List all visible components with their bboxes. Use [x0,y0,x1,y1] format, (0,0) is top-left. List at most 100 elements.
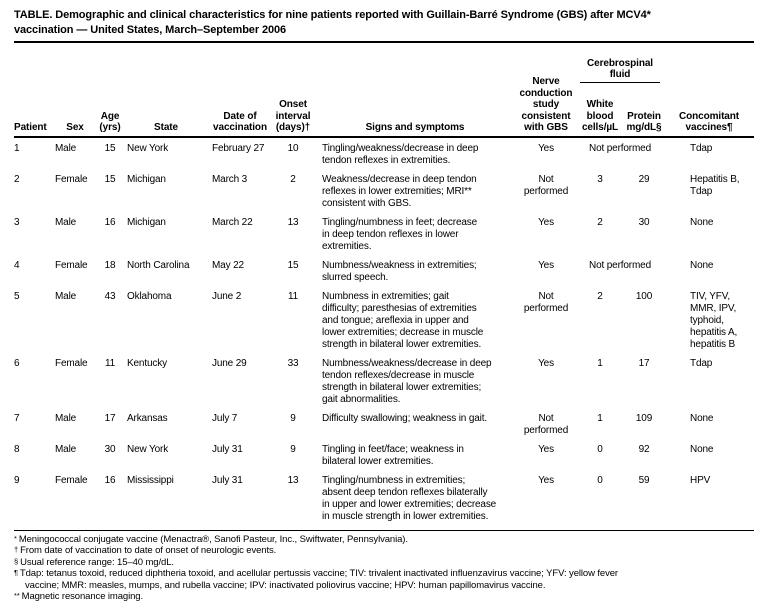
table-cell: Tingling in feet/face; weakness in bilat… [322,443,464,467]
table-cell: 43 [104,290,116,302]
table-cell: 11 [104,357,116,369]
col-header-vaccination-date: Date of vaccination [213,110,267,134]
footnote-text: From date of vaccination to date of onse… [20,545,277,556]
col-header-signs-symptoms: Signs and symptoms [365,122,465,133]
table-cell: June 29 [212,357,247,369]
table-cell: Yes [538,216,554,228]
table-cell: February 27 [212,142,265,154]
table-cell: Yes [538,474,554,486]
header-row-sub: White blood cells/µL Protein mg/dL§ [14,96,754,137]
table-cell: 13 [287,216,299,228]
footnote: † From date of vaccination to date of on… [14,545,754,557]
col-header-onset-interval: Onset interval (days)† [275,99,311,133]
table-cell: Oklahoma [127,290,172,302]
table-cell: 17 [638,357,650,369]
table-cell: 16 [104,216,116,228]
table-cell: 18 [104,259,116,271]
table-row: 5 Male 43 Oklahoma June 2 11 Numbness in extre… [14,291,754,358]
table-cell: 0 [597,443,603,455]
table-cell: July 31 [212,474,243,486]
table-cell: Male [55,216,77,228]
table-row: 7 Male 17 Arkansas July 7 9 Difficulty swallow… [14,413,754,444]
table-cell: 9 [290,443,296,455]
table-cell: TIV, YFV, MMR, IPV, typhoid, hepatitis A… [690,290,738,350]
header-row-top: Patient Sex Age (yrs) State Date of vacc… [14,43,754,134]
table-cell: 13 [287,474,299,486]
table-cell: 59 [638,474,650,486]
table-cell: 92 [638,443,650,455]
table-cell: None [690,216,714,228]
table-header: Patient Sex Age (yrs) State Date of vacc… [14,43,755,137]
table-cell: New York [127,142,169,154]
table-cell: Female [55,173,88,185]
table-cell: 109 [635,412,653,424]
table-cell: 6 [14,357,20,369]
table-row: 4 Female 18 North Carolina May 22 15 Numbness/… [14,260,754,291]
table-cell: Michigan [127,216,166,228]
table-cell: Tingling/weakness/decrease in deep tendo… [322,142,479,166]
table-cell: 3 [14,216,20,228]
col-header-wbc: White blood cells/µL [581,99,619,133]
table-cell: March 3 [212,173,248,185]
footnote: § Usual reference range: 15–40 mg/dL. [14,557,754,569]
footnote-marker: † [14,545,21,554]
table-cell: Numbness in extremities; gait difficulty… [322,290,484,350]
table-cell: Not performed [523,290,569,314]
table-cell: 33 [287,357,299,369]
table-cell: Arkansas [127,412,168,424]
table-cell: 15 [104,173,116,185]
table-cell: Tingling/numbness in extremities; absent… [322,474,497,522]
table-cell: Tdap [690,142,713,154]
table-cell: Yes [538,443,554,455]
table-cell: Difficulty swallowing; weakness in gait. [322,412,488,424]
table-cell: Numbness/weakness/decrease in deep tendo… [322,357,492,405]
table-row: 2 Female 15 Michigan March 3 2 Weakness/decrea… [14,174,754,217]
table-cell: Not performed [589,259,651,271]
table-body: 1 Male 15 New York February 27 10 Tingling/wea… [14,137,754,531]
table-cell: Tdap [690,357,713,369]
table-cell: 1 [597,357,603,369]
table-cell: 30 [638,216,650,228]
csf-group-label: Cerebrospinal fluid [580,58,661,83]
footnote-text: Tdap: tetanus toxoid, reduced diphtheria… [19,568,618,591]
table-cell: July 31 [212,443,243,455]
footnote-text: Usual reference range: 15–40 mg/dL. [20,556,174,568]
table-cell: July 7 [212,412,238,424]
table-cell: 3 [597,173,603,185]
table-cell: Not performed [523,173,569,197]
table-cell: Michigan [127,173,166,185]
table-cell: 15 [287,259,299,271]
table-cell: 17 [104,412,116,424]
table-cell: 10 [287,142,299,154]
col-header-sex: Sex [66,122,84,133]
table-cell: North Carolina [127,259,190,271]
table-cell: March 22 [212,216,253,228]
table-cell: 11 [287,290,299,302]
table-cell: 2 [597,216,603,228]
table-cell: 4 [14,259,20,271]
table-cell: 8 [14,443,20,455]
table-row: 6 Female 11 Kentucky June 29 33 Numbness/weakn… [14,358,754,413]
table-cell: 1 [14,142,20,154]
table-cell: Male [55,443,77,455]
col-header-concomitant-vaccines: Concomitant vaccines¶ [679,110,740,134]
table-cell: Yes [538,142,554,154]
table-cell: Female [55,357,88,369]
table-cell: 9 [290,412,296,424]
table-cell: HPV [690,474,711,486]
table-cell: 9 [14,474,20,486]
table-cell: 2 [290,173,296,185]
footnote-marker: § [14,556,21,566]
footnote: ¶ Tdap: tetanus toxoid, reduced diphther… [14,568,754,591]
footnote-marker: ** [14,591,22,600]
col-header-nerve-conduction: Nerve conduction study consistent with G… [519,76,573,133]
table-title: TABLE. Demographic and clinical characte… [14,8,754,43]
table-cell: Not performed [589,142,651,154]
col-header-age: Age (yrs) [99,110,121,134]
table-cell: Numbness/weakness in extremities; slurre… [322,259,477,283]
table-row: 8 Male 30 New York July 31 9 Tingling in feet/… [14,444,754,475]
footnote-text: Magnetic resonance imaging. [21,591,144,602]
table-row: 1 Male 15 New York February 27 10 Tingling/wea… [14,137,754,174]
table-cell: None [690,412,714,424]
